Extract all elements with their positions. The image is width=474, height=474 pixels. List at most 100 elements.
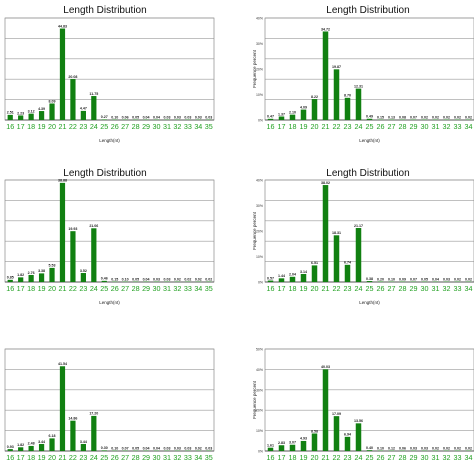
bar-value-label: 0.03	[174, 115, 181, 119]
bar-value-label: 1.61	[267, 444, 274, 448]
bar-value-label: 2.10	[289, 110, 296, 114]
chart-title: Length Distribution	[63, 5, 146, 16]
x-tick-label: 24	[90, 453, 98, 462]
bar-value-label: 0.05	[132, 446, 139, 450]
x-tick-label: 20	[48, 453, 56, 462]
y-tick-label: 20%	[256, 68, 263, 72]
bar-value-label: 0.04	[153, 446, 160, 450]
x-tick-label: 24	[90, 284, 98, 293]
x-tick-label: 19	[300, 122, 308, 131]
x-tick-label: 34	[194, 122, 202, 131]
x-tick-label: 35	[205, 122, 213, 131]
x-tick-label: 16	[6, 122, 14, 131]
bar-21	[59, 182, 66, 282]
x-tick-label: 33	[454, 453, 462, 462]
bar-value-label: 6.94	[344, 433, 351, 437]
bar-value-label: 6.74	[344, 261, 351, 265]
bar-17	[278, 445, 285, 451]
bar-24	[91, 228, 97, 282]
bar-23	[344, 436, 351, 451]
bar-value-label: 0.13	[388, 115, 395, 119]
x-tick-label: 18	[27, 122, 35, 131]
bar-16	[7, 449, 13, 451]
x-tick-label: 22	[69, 284, 77, 293]
x-tick-label: 34	[465, 122, 473, 131]
bar-value-label: 5.53	[49, 264, 56, 268]
plot-frame	[4, 348, 215, 452]
bar-value-label: 14.86	[68, 416, 77, 420]
bar-value-label: 0.02	[432, 115, 439, 119]
bar-value-label: 0.03	[443, 277, 450, 281]
bar-18	[289, 276, 296, 282]
bar-value-label: 0.04	[153, 115, 160, 119]
bar-value-label: 0.04	[143, 277, 150, 281]
bar-value-label: 0.46	[101, 277, 108, 281]
bar-value-label: 4.39	[38, 107, 45, 111]
bar-20	[311, 433, 318, 451]
bar-value-label: 0.02	[454, 115, 461, 119]
x-tick-label: 32	[173, 122, 181, 131]
bar-value-label: 0.02	[195, 277, 202, 281]
y-axis-label: Frequence percent	[252, 211, 257, 250]
bar-22	[333, 235, 340, 282]
plot-frame	[264, 17, 474, 121]
x-tick-label: 26	[111, 122, 119, 131]
x-tick-label: 16	[267, 122, 275, 131]
bar-value-label: 0.03	[205, 115, 212, 119]
x-tick-label: 30	[153, 284, 161, 293]
x-tick-label: 17	[17, 284, 25, 293]
x-axis-label: Length(nt)	[359, 300, 380, 305]
bar-value-label: 0.12	[388, 446, 395, 450]
bar-value-label: 0.02	[443, 446, 450, 450]
bar-value-label: 19.87	[332, 65, 341, 69]
bar-value-label: 20.08	[68, 75, 77, 79]
bar-value-label: 8.58	[311, 429, 318, 433]
y-tick-label: 30%	[256, 388, 263, 392]
bar-value-label: 38.02	[321, 181, 330, 185]
x-tick-label: 19	[300, 284, 308, 293]
bar-25	[101, 450, 107, 451]
bar-value-label: 8.70	[344, 94, 351, 98]
x-tick-label: 26	[111, 284, 119, 293]
x-tick-label: 18	[289, 284, 297, 293]
bar-value-label: 0.03	[410, 446, 417, 450]
bar-value-label: 0.10	[377, 446, 384, 450]
bar-20	[49, 103, 55, 120]
x-tick-label: 23	[79, 453, 87, 462]
bar-21	[322, 31, 329, 120]
bar-value-label: 3.44	[38, 440, 45, 444]
x-tick-label: 30	[153, 453, 161, 462]
plot-frame	[264, 348, 474, 452]
x-tick-label: 32	[443, 453, 451, 462]
bar-value-label: 0.03	[195, 115, 202, 119]
x-tick-label: 28	[132, 453, 140, 462]
x-tick-label: 25	[100, 453, 108, 462]
bar-value-label: 0.20	[377, 277, 384, 281]
bar-value-label: 0.06	[122, 115, 129, 119]
bar-value-label: 0.10	[111, 446, 118, 450]
bar-22	[333, 69, 340, 120]
bar-value-label: 0.03	[153, 277, 160, 281]
bar-21	[322, 369, 329, 451]
x-tick-label: 18	[289, 453, 297, 462]
bar-value-label: 44.83	[58, 24, 67, 28]
x-tick-label: 16	[6, 453, 14, 462]
bar-value-label: 0.07	[410, 277, 417, 281]
bar-value-label: 0.03	[184, 446, 191, 450]
x-tick-label: 24	[355, 122, 363, 131]
bar-21	[322, 185, 329, 282]
x-tick-label: 32	[443, 284, 451, 293]
bar-value-label: 0.02	[443, 115, 450, 119]
x-tick-label: 24	[355, 453, 363, 462]
x-tick-label: 33	[454, 122, 462, 131]
chart-panel-1: Length Distribution 2.51 16 2.23 17 3.12 18 4.3…	[4, 5, 215, 143]
bar-value-label: 0.15	[111, 277, 118, 281]
bar-value-label: 41.54	[58, 362, 67, 366]
x-tick-label: 25	[366, 122, 374, 131]
bar-16	[267, 280, 274, 282]
y-tick-label: 50%	[256, 348, 263, 352]
bar-value-label: 21.06	[89, 224, 98, 228]
y-tick-label: 40%	[256, 179, 263, 183]
chart-panel-5: 0.93 16 1.82 17 2.48 18 3.44 19 6.18 20 41.54 21 14.…	[4, 348, 215, 462]
